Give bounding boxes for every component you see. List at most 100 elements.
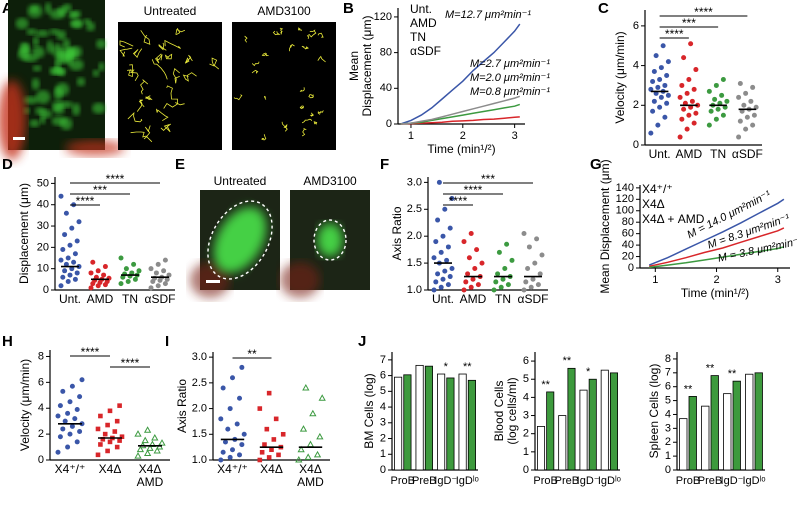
data-point — [65, 278, 71, 284]
data-point — [684, 90, 690, 96]
legend-label: X4Δ — [642, 197, 665, 211]
cell-blob — [23, 96, 39, 105]
x-tick-label: PreB — [412, 475, 436, 487]
y-tick-label: 2.5 — [192, 377, 207, 389]
bar — [688, 396, 697, 471]
data-point — [444, 257, 450, 263]
data-point — [686, 76, 692, 82]
series-line — [400, 23, 521, 125]
data-point — [107, 408, 113, 414]
y-tick-label: 120 — [616, 193, 634, 205]
data-point — [100, 436, 106, 442]
significance-label: **** — [76, 194, 95, 208]
data-point — [435, 271, 441, 277]
significance-label: *** — [682, 16, 696, 30]
cell-blob — [30, 6, 38, 13]
annotation: M=2.0 μm²min⁻¹ — [470, 72, 550, 84]
data-point — [724, 98, 730, 104]
data-point — [220, 449, 226, 455]
cell-blob — [32, 65, 42, 72]
data-point — [677, 94, 683, 100]
data-point — [438, 284, 444, 290]
data-point — [525, 265, 531, 271]
data-point — [153, 270, 159, 276]
x-tick-label: Unt. — [431, 293, 454, 306]
cell-blob — [29, 119, 40, 128]
cell-track — [143, 125, 151, 140]
bar — [446, 377, 455, 471]
y-tick-label: 0 — [380, 464, 386, 476]
x-tick-label: Unt. — [58, 293, 81, 306]
data-point — [125, 278, 131, 284]
cell-blob — [31, 77, 40, 90]
cell-track — [182, 72, 197, 82]
x-tick-label-box: X4⁺/⁺ — [217, 463, 248, 476]
data-point — [479, 260, 485, 266]
data-point — [679, 82, 685, 88]
y-tick-label: 40 — [37, 199, 49, 211]
y-tick-label: 0 — [633, 139, 639, 151]
y-tick-label: 6 — [380, 370, 386, 382]
data-point — [528, 284, 534, 290]
x-tick-label: 1 — [408, 130, 414, 142]
cell-body — [317, 223, 343, 257]
y-axis-label: Spleen Cells (log) — [647, 364, 661, 459]
data-point — [523, 279, 529, 285]
y-tick-label: 2 — [633, 99, 639, 111]
data-point — [88, 285, 94, 291]
bar — [467, 379, 476, 471]
data-point — [309, 409, 317, 417]
data-point — [65, 444, 71, 450]
x-tick-label: ProB — [391, 475, 415, 487]
data-point — [720, 76, 726, 82]
data-point — [720, 112, 726, 118]
significance-label: ** — [706, 363, 715, 375]
y-tick-label: 2.5 — [407, 203, 422, 215]
x-tick-label-box: Unt. — [648, 148, 671, 161]
y-tick-label: 40 — [622, 239, 634, 251]
x-tick-label: αSDF — [144, 293, 176, 306]
data-point — [71, 259, 77, 265]
data-point — [295, 455, 303, 463]
data-point — [63, 210, 69, 216]
bar — [424, 365, 433, 471]
y-tick-label: 120 — [374, 11, 392, 23]
series-line — [400, 116, 520, 125]
y-tick-label: 3 — [380, 417, 386, 429]
cell-track — [310, 112, 314, 117]
data-point — [297, 445, 305, 453]
cell-track — [164, 39, 181, 49]
data-point — [504, 241, 510, 247]
y-tick-label: 6 — [38, 376, 44, 388]
data-point — [117, 438, 122, 443]
y-tick-label: 3.0 — [407, 176, 422, 188]
track-image — [232, 22, 336, 150]
significance-label: ** — [541, 379, 550, 391]
cell-track — [251, 69, 259, 74]
data-point — [105, 422, 110, 428]
cell-track — [317, 55, 326, 63]
y-tick-label: 3.0 — [192, 351, 207, 363]
y-tick-label: 1 — [380, 448, 386, 460]
data-point — [107, 439, 113, 445]
x-tick-label-box: αSDF — [144, 293, 176, 306]
data-point — [273, 416, 279, 422]
cell-blob — [92, 102, 106, 114]
data-point — [534, 236, 540, 242]
data-point — [218, 457, 224, 463]
data-point — [155, 261, 161, 267]
y-tick-label: 5 — [665, 394, 671, 406]
x-axis-label: Time (min¹/²) — [681, 286, 749, 300]
data-point — [535, 282, 541, 288]
data-point — [218, 416, 224, 422]
data-point — [532, 260, 538, 266]
data-point — [664, 100, 670, 106]
significance-label: ** — [684, 383, 693, 395]
data-point — [95, 268, 101, 274]
data-point — [220, 385, 226, 391]
cell-blob — [51, 67, 67, 75]
panel-letter: J — [358, 333, 366, 350]
x-tick-label: Unt. — [648, 148, 671, 161]
panel-letter: I — [165, 333, 169, 350]
data-point — [69, 423, 75, 429]
